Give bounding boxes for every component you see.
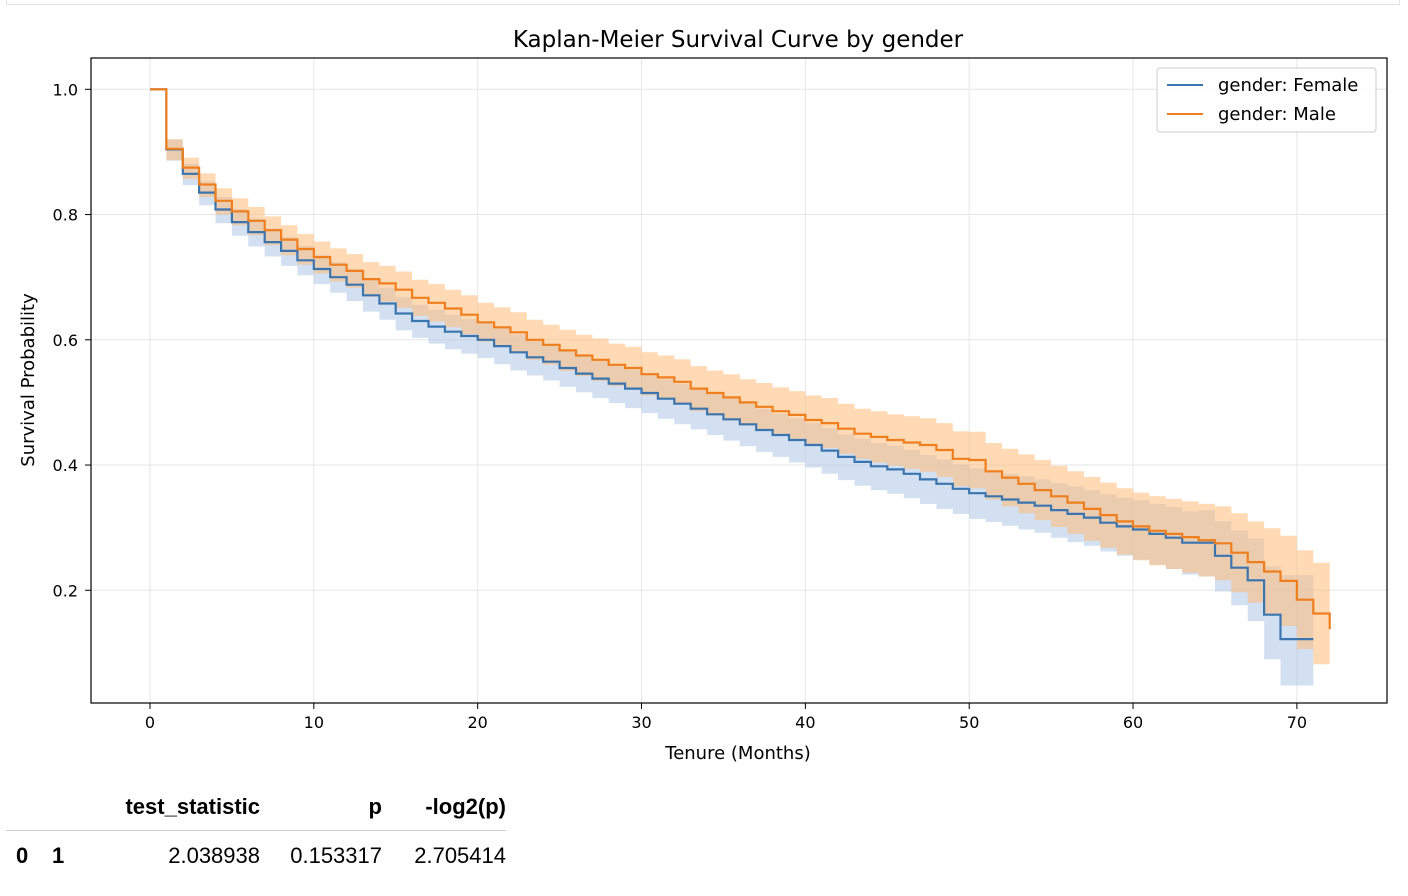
y-tick-label: 0.8 xyxy=(53,206,78,225)
y-tick-label: 0.6 xyxy=(53,331,78,350)
legend-label-female: gender: Female xyxy=(1218,75,1358,96)
row-index0: 0 xyxy=(16,843,29,868)
x-tick-label: 10 xyxy=(304,713,324,732)
cell-test-statistic: 2.038938 xyxy=(168,843,260,868)
logrank-results-table: test_statistic p -log2(p) 0 1 2.038938 0… xyxy=(6,784,506,877)
y-tick-label: 0.2 xyxy=(53,581,78,600)
chart-title: Kaplan-Meier Survival Curve by gender xyxy=(513,27,964,53)
header-neg-log2-p: -log2(p) xyxy=(425,794,506,819)
survival-line-male xyxy=(150,88,1331,630)
legend: gender: Female gender: Male xyxy=(1156,67,1377,133)
survival-line-female xyxy=(150,88,1314,641)
x-axis-title: Tenure (Months) xyxy=(664,743,810,764)
row-index1: 1 xyxy=(52,843,65,868)
survival-lines xyxy=(150,88,1331,641)
header-index1 xyxy=(52,784,98,831)
previous-cell-border xyxy=(6,0,1400,5)
cell-neg-log2-p: 2.705414 xyxy=(414,843,506,868)
x-tick-label: 50 xyxy=(959,713,979,732)
grid-lines xyxy=(91,58,1387,703)
kaplan-meier-chart: Kaplan-Meier Survival Curve by gender 0 1… xyxy=(18,27,1388,764)
header-index0 xyxy=(6,784,52,831)
x-tick-label: 30 xyxy=(631,713,651,732)
y-tick-label: 0.4 xyxy=(53,456,78,475)
legend-box xyxy=(1156,67,1377,133)
header-p: p xyxy=(368,794,382,819)
x-tick-label: 0 xyxy=(145,713,155,732)
x-tick-label: 20 xyxy=(467,713,487,732)
axis-ticks: 0 10 20 30 40 50 60 70 0.2 0.4 0.6 0.8 1.0 xyxy=(53,80,1308,732)
y-tick-label: 1.0 xyxy=(53,80,78,99)
x-tick-label: 40 xyxy=(795,713,815,732)
ci-band-male xyxy=(150,89,1330,671)
cell-p: 0.153317 xyxy=(290,843,382,868)
y-axis-title: Survival Probability xyxy=(18,293,39,467)
x-tick-label: 70 xyxy=(1287,713,1307,732)
header-test-statistic: test_statistic xyxy=(125,794,260,819)
confidence-bands xyxy=(150,89,1330,686)
x-tick-label: 60 xyxy=(1123,713,1143,732)
plot-frame xyxy=(90,57,1388,704)
table-header-row: test_statistic p -log2(p) xyxy=(6,784,506,831)
table-row: 0 1 2.038938 0.153317 2.705414 xyxy=(6,831,506,878)
legend-label-male: gender: Male xyxy=(1218,104,1336,125)
